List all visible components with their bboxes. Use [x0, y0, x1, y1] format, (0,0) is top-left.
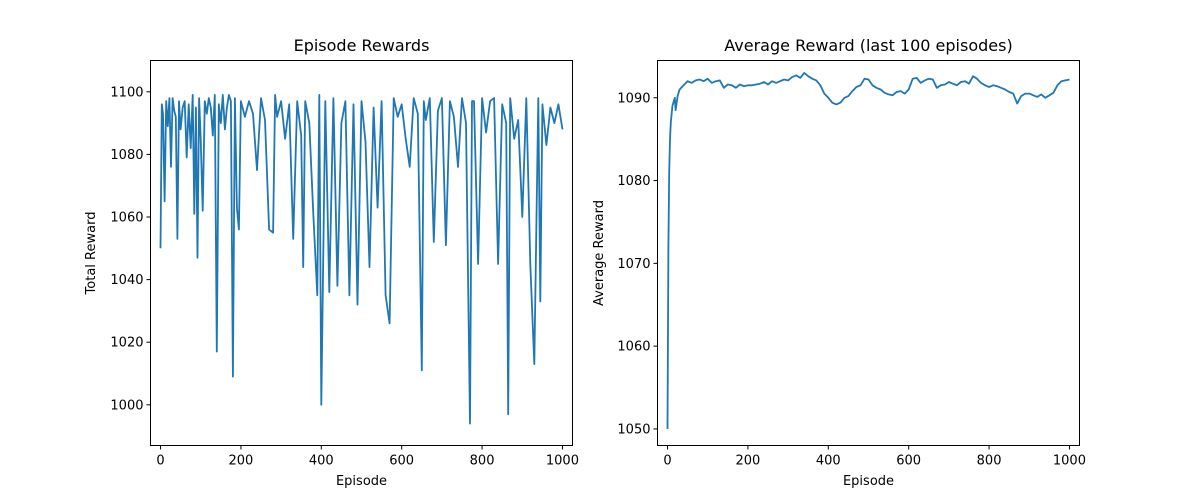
y-tick-label: 1020 [110, 336, 143, 351]
x-axis-label: Episode [843, 474, 894, 489]
x-tick-label: 1000 [1053, 454, 1086, 469]
y-tick-label: 1040 [110, 273, 143, 288]
x-tick-label: 800 [470, 454, 495, 469]
average-reward-chart: Average Reward (last 100 episodes) Episo… [592, 36, 1086, 489]
x-tick-label: 400 [816, 454, 841, 469]
y-tick-label: 1100 [110, 85, 143, 100]
y-tick-label: 1060 [110, 211, 143, 226]
y-tick-label: 1080 [617, 174, 650, 189]
series-line [159, 94, 564, 425]
episode-rewards-chart: Episode Rewards Episode Total Reward 0 20… [84, 36, 579, 489]
y-tick-label: 1080 [110, 148, 143, 163]
x-tick-label: 800 [977, 454, 1002, 469]
x-tick-label: 600 [896, 454, 921, 469]
x-tick-label: 200 [229, 454, 254, 469]
y-tick-label: 1070 [617, 257, 650, 272]
plot-frame [657, 60, 1080, 446]
plot-frame [150, 60, 573, 446]
y-tick-label: 1060 [617, 340, 650, 355]
chart-title: Average Reward (last 100 episodes) [724, 36, 1012, 55]
plot-area [159, 94, 564, 425]
x-tick-label: 0 [156, 454, 164, 469]
tick-group: 0 200 400 600 800 1000 1050 1060 1070 1080 1090 [617, 91, 1086, 468]
y-tick-label: 1000 [110, 398, 143, 413]
chart-title: Episode Rewards [294, 36, 430, 55]
x-tick-label: 1000 [546, 454, 579, 469]
x-tick-label: 0 [663, 454, 671, 469]
y-tick-label: 1050 [617, 422, 650, 437]
plot-area [666, 72, 1070, 429]
series-line [666, 72, 1070, 429]
x-axis-label: Episode [336, 474, 387, 489]
y-axis-label: Average Reward [592, 200, 607, 306]
x-tick-label: 200 [736, 454, 761, 469]
x-tick-label: 400 [309, 454, 334, 469]
x-tick-label: 600 [389, 454, 414, 469]
y-axis-label: Total Reward [84, 212, 99, 296]
tick-group: 0 200 400 600 800 1000 1000 1020 1040 1060 1080 110… [110, 85, 579, 468]
y-tick-label: 1090 [617, 91, 650, 106]
